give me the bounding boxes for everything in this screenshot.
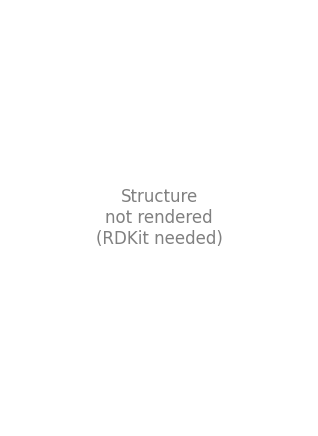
Text: Structure
not rendered
(RDKit needed): Structure not rendered (RDKit needed) [96,188,222,248]
